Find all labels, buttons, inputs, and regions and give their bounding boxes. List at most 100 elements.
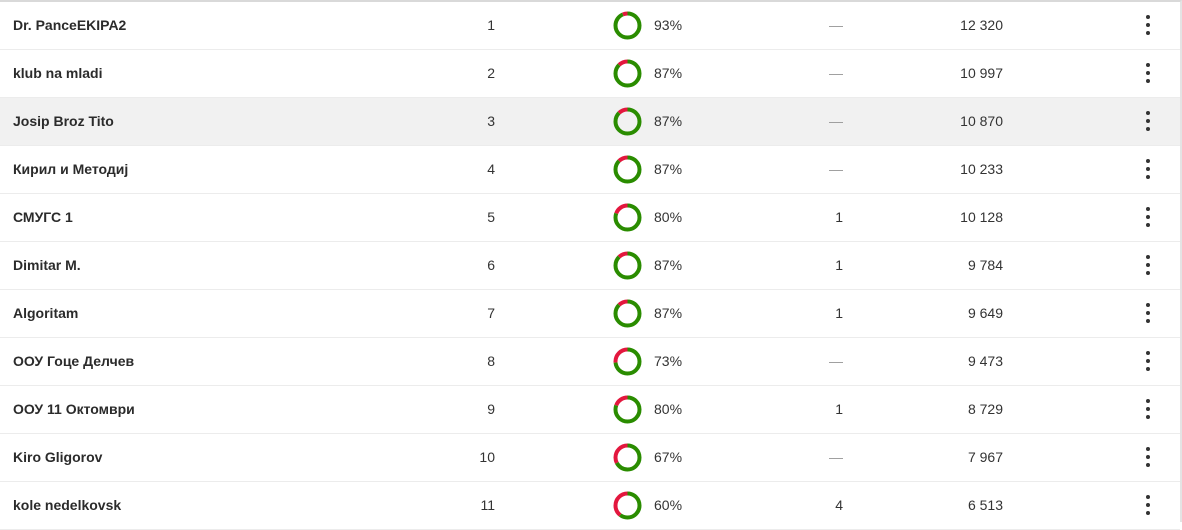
correct-arc <box>613 251 642 280</box>
more-options-button[interactable] <box>1136 194 1160 241</box>
table-row[interactable]: Dimitar M. 6 87% 1 9 784 <box>0 242 1180 290</box>
accuracy-donut-icon <box>613 443 642 472</box>
score: 10 128 <box>960 209 1003 225</box>
player-name: Kiro Gligorov <box>13 449 103 465</box>
more-options-button[interactable] <box>1136 434 1160 481</box>
table-row[interactable]: Algoritam 7 87% 1 9 649 <box>0 290 1180 338</box>
accuracy-percent: 60% <box>654 497 683 513</box>
correct-arc <box>613 299 642 328</box>
rank: 8 <box>487 353 495 369</box>
more-options-button[interactable] <box>1136 146 1160 193</box>
accuracy-donut-icon <box>613 299 642 328</box>
extra-count: — <box>829 353 843 369</box>
accuracy-percent: 73% <box>654 353 683 369</box>
extra-count: 1 <box>835 401 843 417</box>
accuracy-percent: 87% <box>654 65 683 81</box>
correct-arc <box>613 155 642 184</box>
player-name: Dimitar M. <box>13 257 81 273</box>
accuracy-percent: 87% <box>654 305 683 321</box>
score: 9 784 <box>967 257 1003 273</box>
extra-count: — <box>829 17 843 33</box>
table-row[interactable]: klub na mladi 2 87% — 10 997 <box>0 50 1180 98</box>
player-name: Dr. PanceEKIPA2 <box>13 17 127 33</box>
rank: 11 <box>480 497 495 513</box>
accuracy-donut-icon <box>613 491 642 520</box>
table-row[interactable]: Dr. PanceEKIPA2 1 93% — 12 320 <box>0 2 1180 50</box>
accuracy-donut-icon <box>613 11 642 40</box>
accuracy-donut-icon <box>613 395 642 424</box>
kebab-icon <box>1146 15 1150 36</box>
more-options-button[interactable] <box>1136 50 1160 97</box>
accuracy-donut-icon <box>613 107 642 136</box>
rank: 7 <box>487 305 495 321</box>
kebab-icon <box>1146 207 1150 228</box>
correct-arc <box>613 491 642 520</box>
rank: 3 <box>487 113 495 129</box>
accuracy-donut-icon <box>613 251 642 280</box>
table-row[interactable]: kole nedelkovsk 11 60% 4 6 513 <box>0 482 1180 530</box>
rank: 6 <box>487 257 495 273</box>
more-options-button[interactable] <box>1136 386 1160 433</box>
kebab-icon <box>1146 255 1150 276</box>
correct-arc <box>613 59 642 88</box>
score: 10 997 <box>960 65 1003 81</box>
accuracy-donut-icon <box>613 347 642 376</box>
rank: 10 <box>479 449 495 465</box>
accuracy-percent: 87% <box>654 161 683 177</box>
player-name: kole nedelkovsk <box>13 497 122 513</box>
kebab-icon <box>1146 159 1150 180</box>
extra-count: 1 <box>835 257 843 273</box>
player-name: Josip Broz Tito <box>13 113 114 129</box>
kebab-icon <box>1146 351 1150 372</box>
score: 10 233 <box>960 161 1003 177</box>
kebab-icon <box>1146 303 1150 324</box>
correct-arc <box>613 395 642 424</box>
more-options-button[interactable] <box>1136 338 1160 385</box>
correct-arc <box>613 443 642 472</box>
rank: 2 <box>487 65 495 81</box>
accuracy-donut-icon <box>613 59 642 88</box>
accuracy-percent: 93% <box>654 17 683 33</box>
rank: 9 <box>487 401 495 417</box>
player-name: СМУГС 1 <box>13 209 73 225</box>
more-options-button[interactable] <box>1136 242 1160 289</box>
more-options-button[interactable] <box>1136 290 1160 337</box>
correct-arc <box>613 107 642 136</box>
player-name: ООУ 11 Октомври <box>13 401 135 417</box>
table-row[interactable]: Kiro Gligorov 10 67% — 7 967 <box>0 434 1180 482</box>
extra-count: 4 <box>835 497 843 513</box>
more-options-button[interactable] <box>1136 98 1160 145</box>
accuracy-percent: 67% <box>654 449 683 465</box>
table-row[interactable]: Кирил и Методиј 4 87% — 10 233 <box>0 146 1180 194</box>
accuracy-donut-icon <box>613 155 642 184</box>
kebab-icon <box>1146 111 1150 132</box>
accuracy-percent: 87% <box>654 257 683 273</box>
more-options-button[interactable] <box>1136 482 1160 529</box>
extra-count: — <box>829 449 843 465</box>
extra-count: 1 <box>835 209 843 225</box>
correct-arc <box>613 11 642 40</box>
score: 8 729 <box>967 401 1003 417</box>
extra-count: — <box>829 113 843 129</box>
accuracy-percent: 80% <box>654 401 683 417</box>
kebab-icon <box>1146 63 1150 84</box>
table-row[interactable]: СМУГС 1 5 80% 1 10 128 <box>0 194 1180 242</box>
rank: 1 <box>487 17 495 33</box>
player-name: Кирил и Методиј <box>13 161 129 177</box>
rank: 4 <box>487 161 495 177</box>
more-options-button[interactable] <box>1136 2 1160 49</box>
player-name: ООУ Гоце Делчев <box>13 353 135 369</box>
kebab-icon <box>1146 447 1150 468</box>
correct-arc <box>613 203 642 232</box>
player-name: klub na mladi <box>13 65 103 81</box>
extra-count: — <box>829 161 843 177</box>
table-row[interactable]: ООУ 11 Октомври 9 80% 1 8 729 <box>0 386 1180 434</box>
table-row[interactable]: ООУ Гоце Делчев 8 73% — 9 473 <box>0 338 1180 386</box>
accuracy-percent: 87% <box>654 113 683 129</box>
rank: 5 <box>487 209 495 225</box>
kebab-icon <box>1146 399 1150 420</box>
score: 12 320 <box>960 17 1003 33</box>
score: 10 870 <box>960 113 1003 129</box>
score: 6 513 <box>967 497 1003 513</box>
table-row[interactable]: Josip Broz Tito 3 87% — 10 870 <box>0 98 1180 146</box>
